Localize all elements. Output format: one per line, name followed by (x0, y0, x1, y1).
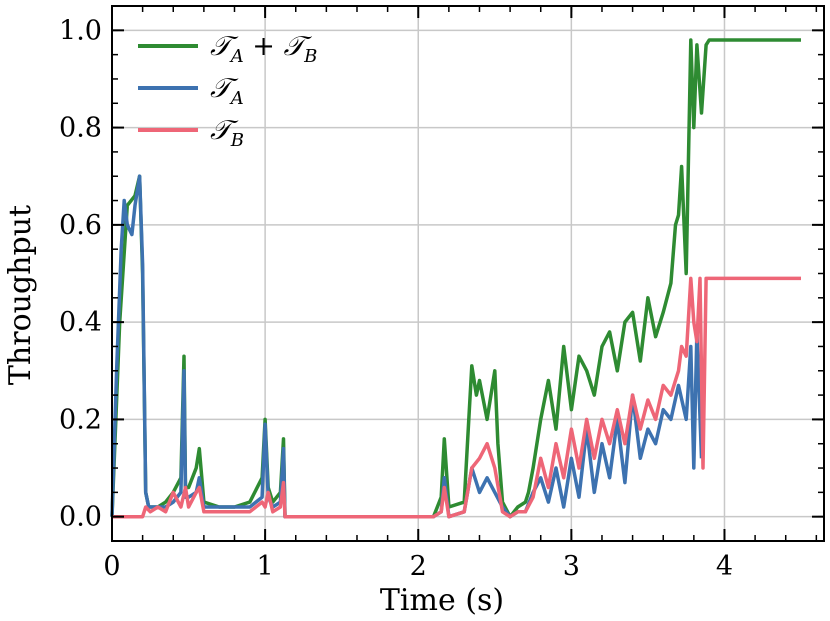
x-tick-label: 3 (563, 551, 580, 582)
y-axis-label: Throughput (3, 205, 38, 385)
legend-sub2: B (303, 46, 317, 67)
legend-mid: + 𝒯 (244, 31, 313, 62)
x-tick-label: 2 (410, 551, 427, 582)
x-tick-label: 1 (257, 551, 274, 582)
x-tick-label: 4 (716, 551, 733, 582)
y-tick-label: 0.0 (59, 502, 102, 533)
legend-sub: A (229, 46, 244, 67)
tick-labels: 0 1 2 3 4 0.0 0.2 0.4 0.6 0.8 1.0 (59, 15, 733, 582)
series-lines (110, 38, 801, 519)
axis-ticks (111, 5, 824, 542)
y-tick-label: 0.4 (59, 307, 102, 338)
x-tick-label: 0 (103, 551, 120, 582)
y-tick-label: 0.2 (59, 404, 102, 435)
grid-lines (111, 6, 824, 541)
series-line-0 (110, 38, 801, 519)
x-axis-label: Time (s) (380, 583, 504, 618)
legend-sub: B (230, 130, 244, 151)
legend-sub: A (229, 88, 244, 109)
series-line-2 (112, 276, 801, 519)
y-tick-label: 1.0 (59, 15, 102, 46)
y-tick-label: 0.8 (59, 113, 102, 144)
legend-label-0: 𝒯A + 𝒯B (210, 31, 317, 67)
y-tick-label: 0.6 (59, 210, 102, 241)
